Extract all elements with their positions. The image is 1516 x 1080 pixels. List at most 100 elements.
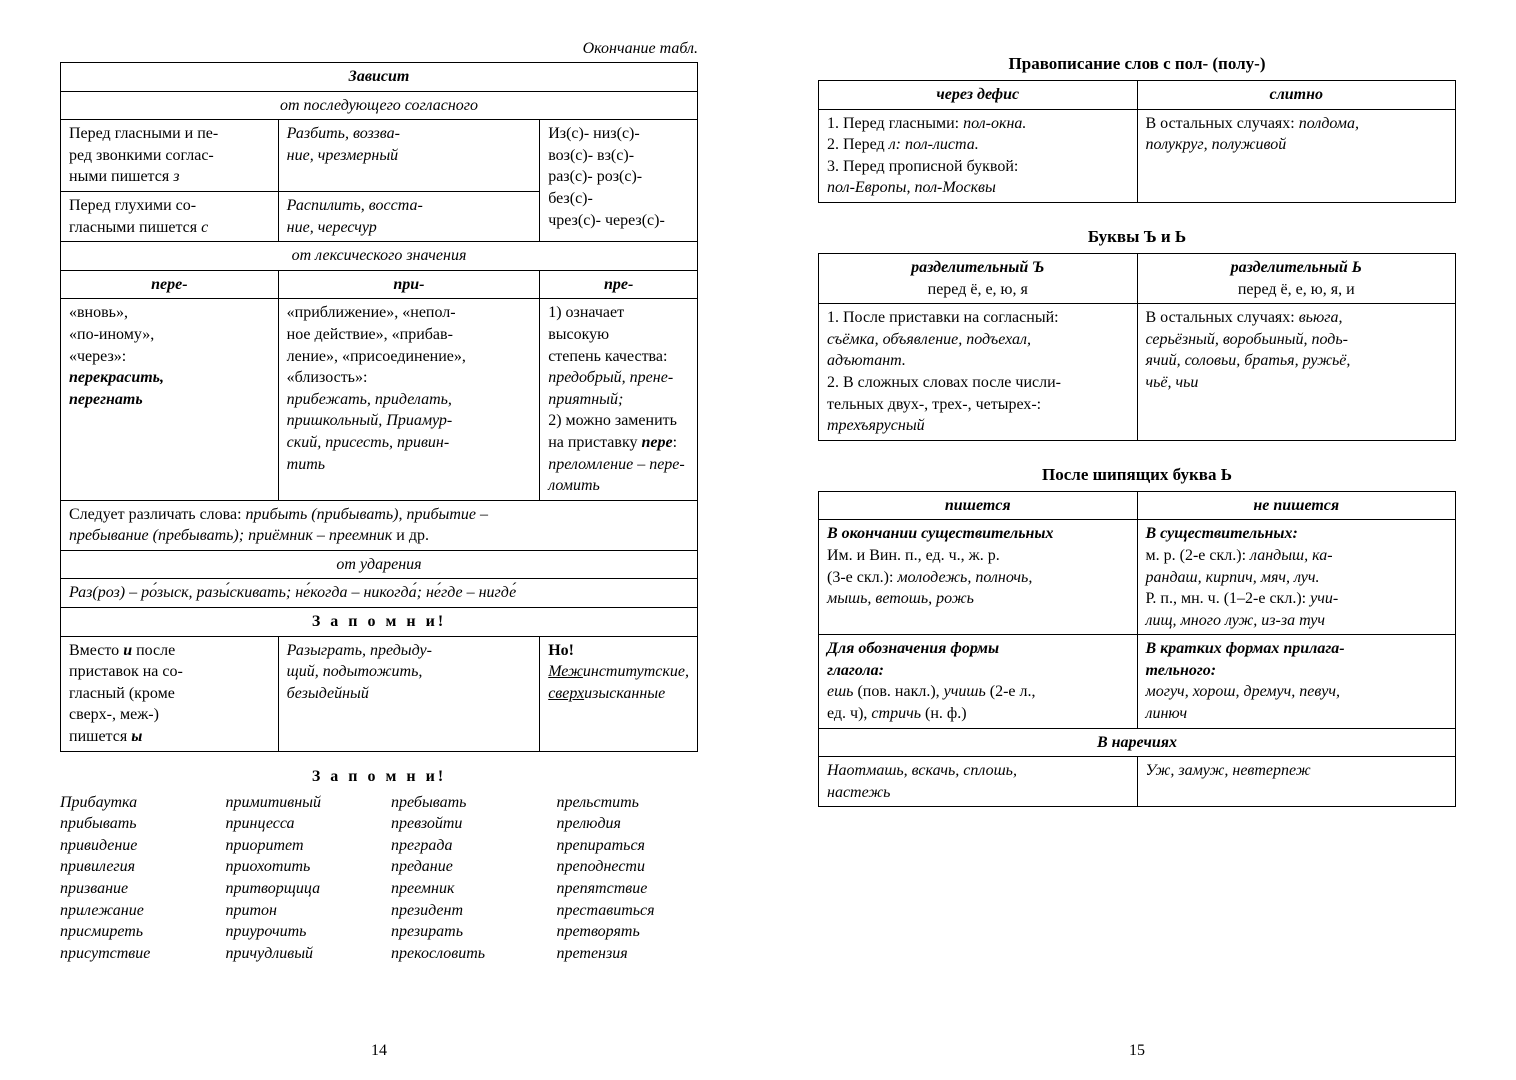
text: после xyxy=(132,642,175,659)
header-hard-sign: разделительный Ъ перед ё, е, ю, я xyxy=(819,253,1138,303)
header-soft-sign: разделительный Ь перед ё, е, ю, я, и xyxy=(1137,253,1456,303)
cell-prefixes-list: Из(с)- низ(с)- воз(с)- вз(с)- раз(с)- ро… xyxy=(540,120,698,242)
table-zavisit: Зависит от последующего согласного Перед… xyxy=(60,62,698,752)
text: В остальных случаях: xyxy=(1146,309,1299,326)
text: Распилить, восста- xyxy=(287,197,423,214)
word-item: прибывать xyxy=(60,813,202,835)
text: сверх-, меж-) xyxy=(69,704,270,726)
text: «близость»: xyxy=(287,367,532,389)
text: предобрый, прене- xyxy=(548,367,689,389)
title-yer: Буквы Ъ и Ь xyxy=(818,227,1456,247)
text: разделительный Ь xyxy=(1231,259,1362,276)
text: тельных двух-, трех-, четырех-: xyxy=(827,394,1129,416)
text: ский, присесть, привин- xyxy=(287,432,532,454)
text: 2. В сложных словах после числи- xyxy=(827,372,1129,394)
cell-short-adj: В кратких формах прилага- тельного: могу… xyxy=(1137,635,1456,728)
text: прибыть (прибывать), прибытие – xyxy=(246,506,488,523)
wordlist-col-2: примитивныйпринцессаприоритетприохотитьп… xyxy=(226,792,368,965)
text: степень качества: xyxy=(548,346,689,368)
word-item: предание xyxy=(391,856,533,878)
text: тить xyxy=(287,454,532,476)
text: и др. xyxy=(392,527,429,544)
header-zavisit: Зависит xyxy=(61,63,698,92)
text: пишется xyxy=(69,728,131,745)
word-item: притворщица xyxy=(226,878,368,900)
header-remember: З а п о м н и! xyxy=(61,608,698,637)
text: пол-окна. xyxy=(963,115,1026,132)
word-item: препираться xyxy=(557,835,699,857)
text: л: пол-листа. xyxy=(889,136,979,153)
cell-remember-2: Разыграть, предыду- щий, подытожить, без… xyxy=(278,636,540,751)
text: Для обозначения формы xyxy=(827,638,1129,660)
cell-nouns-not-written: В существительных: м. р. (2-е скл.): лан… xyxy=(1137,520,1456,635)
text: Разыграть, предыду- xyxy=(287,640,532,662)
page-number-left: 14 xyxy=(60,1042,698,1060)
cell-voiceless-ex: Распилить, восста- ние, чересчур xyxy=(278,191,540,241)
word-item: приурочить xyxy=(226,921,368,943)
word-item: превзойти xyxy=(391,813,533,835)
text: полукруг, полуживой xyxy=(1146,134,1448,156)
text: перекрасить, xyxy=(69,367,270,389)
text: перед ё, е, ю, я xyxy=(928,281,1028,298)
wordlist-col-1: Прибауткаприбыватьпривидениепривилегияпр… xyxy=(60,792,202,965)
text: учишь xyxy=(944,683,986,700)
text: учи- xyxy=(1310,590,1338,607)
text: В существительных: xyxy=(1146,523,1448,545)
text: 1. Перед гласными: xyxy=(827,115,963,132)
text: ы xyxy=(131,728,142,745)
note-distinguish: Следует различать слова: прибыть (прибыв… xyxy=(61,500,698,550)
text: 1) означает высокую xyxy=(548,302,689,345)
word-item: президент xyxy=(391,900,533,922)
text: пребывание (пребывать); приёмник – преем… xyxy=(69,527,392,544)
text: щий, подытожить, xyxy=(287,661,532,683)
text: рандаш, кирпич, мяч, луч. xyxy=(1146,567,1448,589)
text: безыдейный xyxy=(287,683,532,705)
text: приставок на со- xyxy=(69,661,270,683)
cell-nouns-written: В окончании существительных Им. и Вин. п… xyxy=(819,520,1138,635)
text: Перед глухими со- xyxy=(69,197,196,214)
text: полдома, xyxy=(1299,115,1359,132)
wordlist-col-3: пребыватьпревзойтипреградапреданиепреемн… xyxy=(391,792,533,965)
text: Наотмашь, вскачь, сплошь, xyxy=(827,760,1129,782)
text: и xyxy=(123,642,132,659)
header-consonant: от последующего согласного xyxy=(61,91,698,120)
text: (3-е скл.): xyxy=(827,569,897,586)
text: м. р. (2-е скл.): xyxy=(1146,547,1251,564)
header-adverbs: В наречиях xyxy=(819,728,1456,757)
cell-remember-3: Но! Межинститутские, сверхизысканные xyxy=(540,636,698,751)
table-pol: через дефис слитно 1. Перед гласными: по… xyxy=(818,80,1456,203)
table-continuation: Окончание табл. xyxy=(60,40,698,58)
text: Перед гласными и пе- xyxy=(69,125,218,142)
text: ред звонкими соглас- xyxy=(69,147,214,164)
text: : xyxy=(673,434,677,451)
text: Р. п., мн. ч. (1–2-е скл.): xyxy=(1146,590,1311,607)
word-item: прелюдия xyxy=(557,813,699,835)
word-item: пребывать xyxy=(391,792,533,814)
text: гласный (кроме xyxy=(69,683,270,705)
text: на приставку xyxy=(548,434,641,451)
remember-title: З а п о м н и! xyxy=(60,768,698,786)
text: 2) можно заменить xyxy=(548,410,689,432)
text: 3. Перед прописной буквой: xyxy=(827,156,1129,178)
text: ными пишется xyxy=(69,168,173,185)
text: (пов. накл.), xyxy=(853,683,943,700)
text: 2. Перед xyxy=(827,136,889,153)
cell-remember-1: Вместо и после приставок на со- гласный … xyxy=(61,636,279,751)
cell-voiced: Перед гласными и пе- ред звонкими соглас… xyxy=(61,120,279,192)
col-pri: при- xyxy=(278,270,540,299)
word-item: призвание xyxy=(60,878,202,900)
text: съёмка, объявление, подъехал, xyxy=(827,329,1129,351)
text: разделительный Ъ xyxy=(911,259,1044,276)
cell-pol-together: В остальных случаях: полдома, полукруг, … xyxy=(1137,109,1456,202)
text: (н. ф.) xyxy=(921,705,967,722)
text: (2-е л., xyxy=(986,683,1036,700)
cell-soft-sign: В остальных случаях: вьюга, серьёзный, в… xyxy=(1137,304,1456,441)
text: вьюга, xyxy=(1299,309,1343,326)
col-pre: пре- xyxy=(540,270,698,299)
text: пол-Европы, пол-Москвы xyxy=(827,177,1129,199)
text: В окончании существительных xyxy=(827,523,1129,545)
text: институтские, xyxy=(583,663,689,680)
col-pere: пере- xyxy=(61,270,279,299)
word-item: претензия xyxy=(557,943,699,965)
text: Из(с)- низ(с)- xyxy=(548,123,689,145)
